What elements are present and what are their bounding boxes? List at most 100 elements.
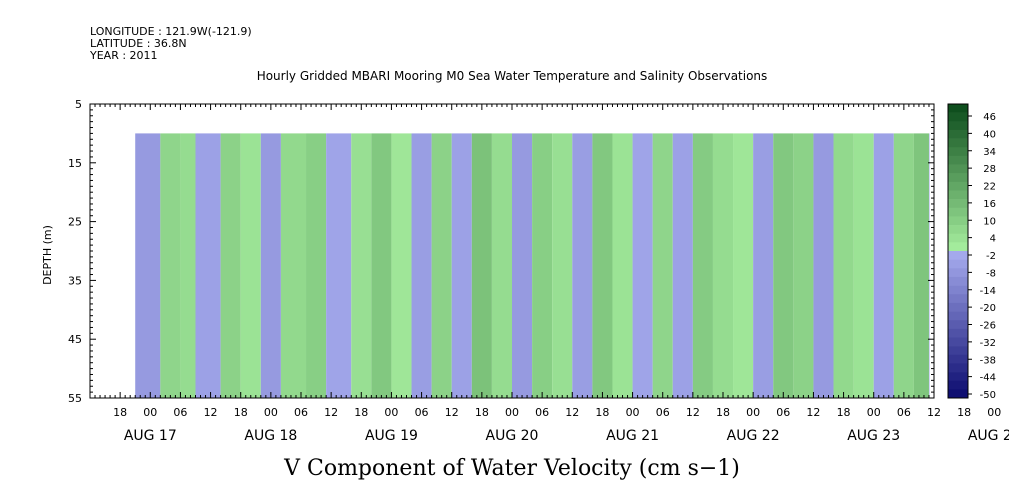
x-hour-tick-label: 06 <box>415 406 429 419</box>
colorbar-label: 16 <box>983 199 996 210</box>
y-tick-label: 55 <box>68 392 82 405</box>
colorbar-frame <box>947 103 969 399</box>
colorbar-swatch <box>948 104 968 113</box>
data-band <box>240 133 261 398</box>
data-band <box>652 133 673 398</box>
y-axis-label: DEPTH (m) <box>41 225 54 285</box>
data-band <box>813 133 834 398</box>
x-hour-tick-label: 00 <box>143 406 157 419</box>
colorbar-swatch <box>948 155 968 165</box>
colorbar-label: 28 <box>983 164 996 175</box>
colorbar-swatch <box>948 207 968 217</box>
x-hour-tick-label: 06 <box>656 406 670 419</box>
data-band <box>220 133 241 398</box>
x-hour-tick-label: 00 <box>746 406 760 419</box>
data-band <box>260 133 281 398</box>
colorbar-swatch <box>948 190 968 200</box>
colorbar-label: -32 <box>980 338 996 349</box>
x-hour-tick-label: 18 <box>595 406 609 419</box>
x-hour-tick-label: 18 <box>716 406 730 419</box>
colorbar-label: -50 <box>980 390 996 401</box>
colorbar-label: 4 <box>990 234 996 245</box>
x-day-label: AUG 22 <box>727 428 780 444</box>
data-band <box>160 133 181 398</box>
x-hour-tick-label: 18 <box>475 406 489 419</box>
colorbar-swatch <box>948 181 968 191</box>
y-tick-label: 45 <box>68 333 82 346</box>
colorbar-swatch <box>948 337 968 347</box>
colorbar-swatch <box>948 138 968 148</box>
colorbar-swatch <box>948 173 968 183</box>
x-hour-tick-label: 00 <box>626 406 640 419</box>
x-day-label: AUG 24 <box>968 428 1009 444</box>
x-day-label: AUG 20 <box>486 428 539 444</box>
year-label: YEAR : 2011 <box>89 49 158 62</box>
data-band <box>512 133 533 398</box>
x-hour-tick-label: 12 <box>445 406 459 419</box>
x-hour-tick-label: 12 <box>204 406 218 419</box>
colorbar-swatch <box>948 346 968 356</box>
x-hour-tick-label: 18 <box>354 406 368 419</box>
data-band <box>391 133 412 398</box>
data-band <box>773 133 794 398</box>
colorbar-swatch <box>948 302 968 312</box>
data-band <box>471 133 492 398</box>
x-hour-tick-label: 18 <box>837 406 851 419</box>
y-tick-label: 25 <box>68 216 82 229</box>
x-hour-tick-label: 18 <box>234 406 248 419</box>
data-band <box>793 133 814 398</box>
colorbar-label: 34 <box>983 147 996 158</box>
colorbar-swatch <box>948 276 968 286</box>
colorbar-label: -14 <box>980 286 996 297</box>
colorbar-swatch <box>948 372 968 382</box>
data-band <box>913 133 929 398</box>
y-tick-label: 15 <box>68 157 82 170</box>
x-hour-tick-label: 06 <box>776 406 790 419</box>
data-band <box>195 133 221 398</box>
colorbar-swatch <box>948 354 968 364</box>
x-hour-tick-label: 12 <box>927 406 941 419</box>
data-band <box>928 133 930 398</box>
x-hour-tick-label: 00 <box>505 406 519 419</box>
x-hour-tick-label: 12 <box>806 406 820 419</box>
x-hour-tick-label: 00 <box>987 406 1001 419</box>
colorbar-swatch <box>948 216 968 226</box>
x-hour-tick-label: 00 <box>867 406 881 419</box>
x-hour-tick-label: 12 <box>565 406 579 419</box>
y-tick-label: 5 <box>75 98 82 111</box>
colorbar-label: -20 <box>980 303 996 314</box>
data-band <box>451 133 472 398</box>
data-band <box>552 133 573 398</box>
data-band <box>632 133 653 398</box>
colorbar-swatch <box>948 285 968 295</box>
data-band <box>853 133 874 398</box>
colorbar: 46 40 34 28 22 16 10 4 -2 -8 -14 -20 -26 -32 -38 -44 -50 <box>947 103 996 401</box>
data-band <box>873 133 894 398</box>
x-hour-tick-label: 06 <box>294 406 308 419</box>
data-band <box>712 133 734 398</box>
x-hour-tick-label: 00 <box>384 406 398 419</box>
x-hour-tick-label: 06 <box>535 406 549 419</box>
data-band <box>733 133 754 398</box>
data-band <box>431 133 452 398</box>
data-band <box>572 133 593 398</box>
x-day-label: AUG 18 <box>244 428 297 444</box>
colorbar-swatch <box>948 328 968 338</box>
y-tick-label: 35 <box>68 274 82 287</box>
colorbar-swatch <box>948 199 968 209</box>
colorbar-swatch <box>948 389 968 399</box>
x-hour-tick-label: 18 <box>113 406 127 419</box>
colorbar-label: 46 <box>983 112 996 123</box>
colorbar-label: 40 <box>983 129 996 140</box>
colorbar-swatch <box>948 147 968 157</box>
chart-title: Hourly Gridded MBARI Mooring M0 Sea Wate… <box>257 69 768 83</box>
x-day-label: AUG 19 <box>365 428 418 444</box>
colorbar-swatch <box>948 251 968 260</box>
colorbar-label: -8 <box>986 268 996 279</box>
colorbar-swatch <box>948 129 968 139</box>
colorbar-swatch <box>948 363 968 373</box>
colorbar-swatch <box>948 242 968 252</box>
colorbar-label: 10 <box>983 216 996 227</box>
colorbar-swatch <box>948 380 968 390</box>
